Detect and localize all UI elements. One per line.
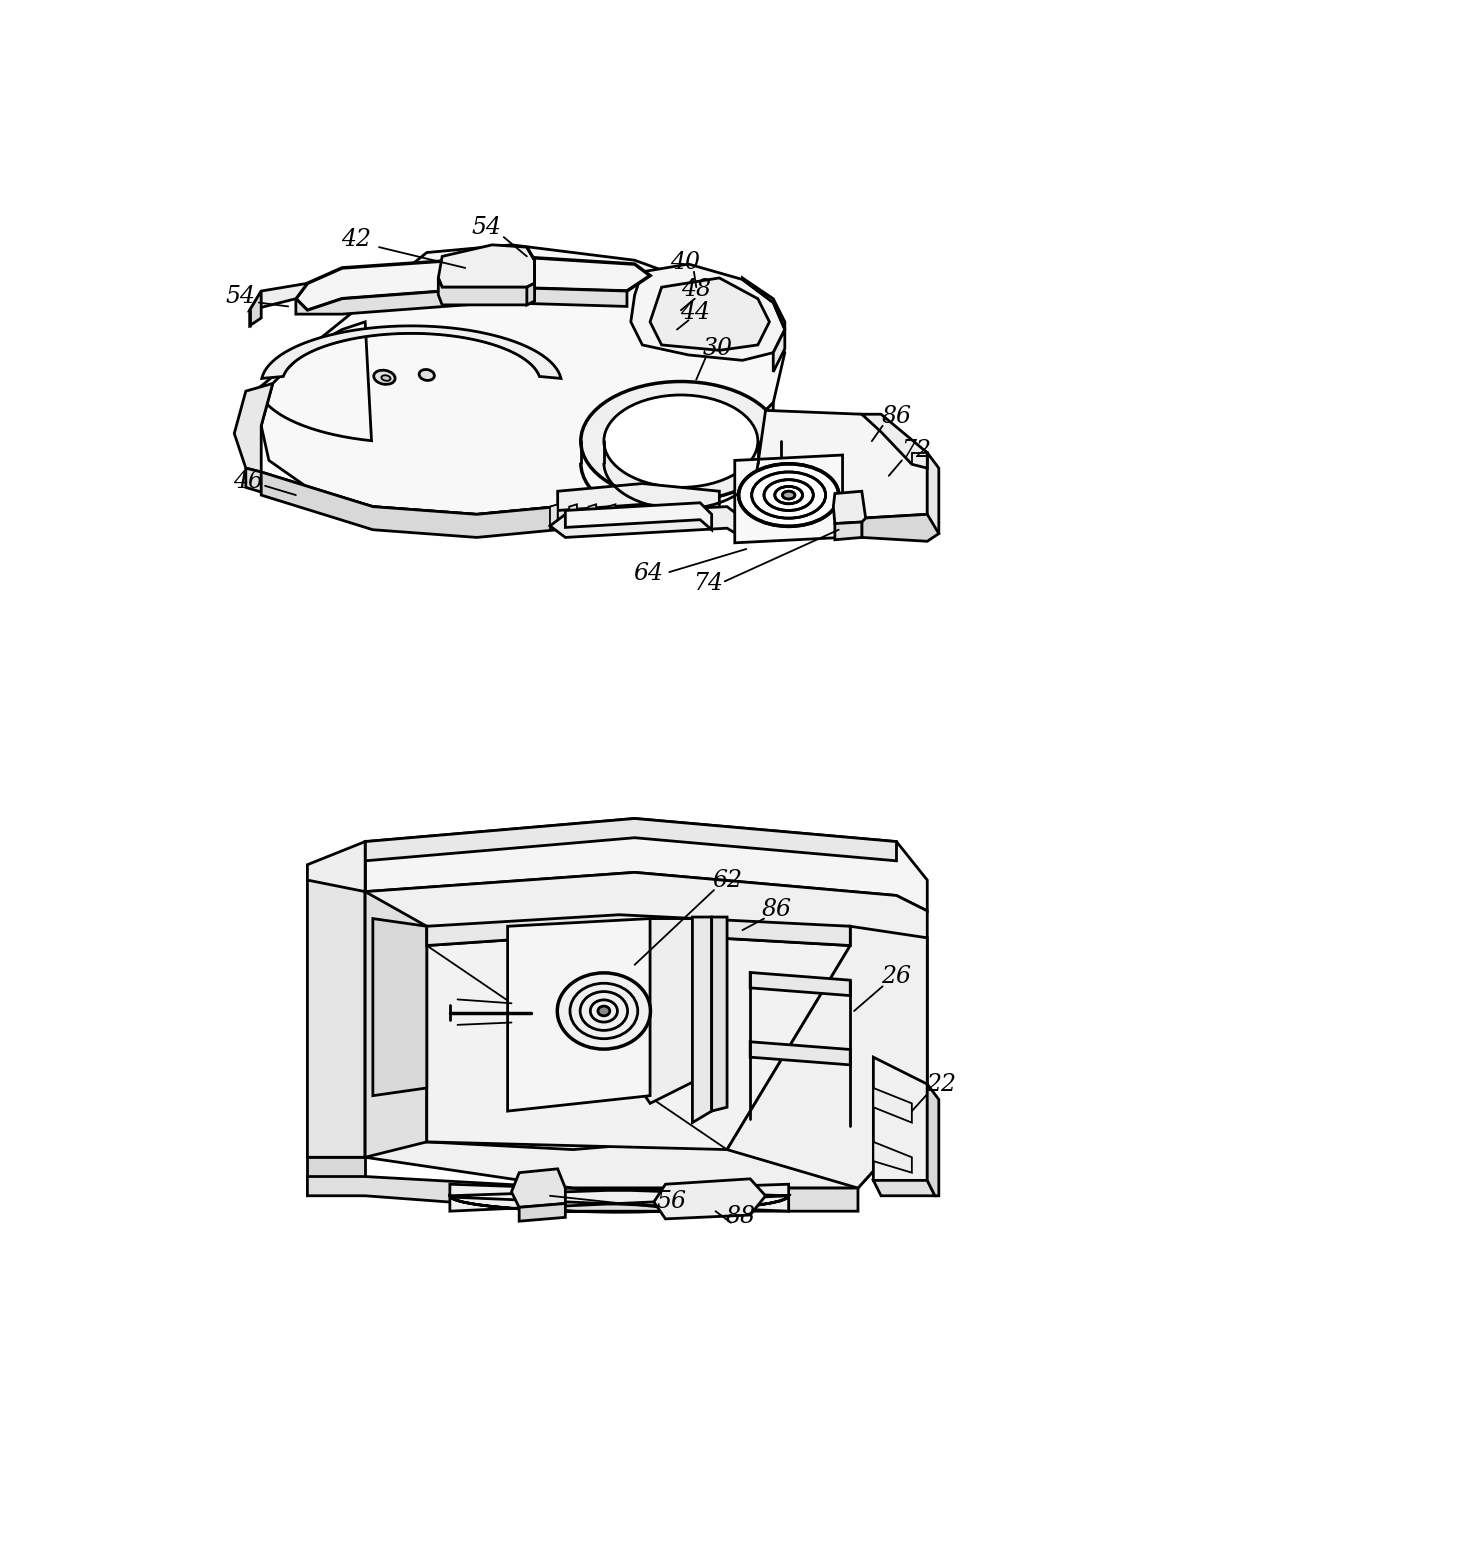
Text: 86: 86 (763, 898, 792, 921)
Polygon shape (873, 1180, 935, 1196)
Polygon shape (366, 873, 928, 1188)
Polygon shape (620, 507, 634, 532)
Polygon shape (235, 384, 273, 472)
Text: 46: 46 (233, 471, 263, 494)
Polygon shape (438, 245, 534, 287)
Polygon shape (589, 504, 596, 529)
Polygon shape (758, 410, 928, 518)
Polygon shape (550, 507, 742, 538)
Polygon shape (711, 917, 727, 1112)
Polygon shape (450, 1185, 789, 1211)
Text: 42: 42 (341, 228, 370, 251)
Text: 56: 56 (656, 1190, 687, 1213)
Ellipse shape (783, 491, 795, 499)
Ellipse shape (373, 369, 395, 385)
Polygon shape (833, 491, 866, 524)
Polygon shape (751, 1041, 850, 1065)
Ellipse shape (752, 472, 826, 518)
Polygon shape (589, 510, 603, 535)
Polygon shape (249, 284, 307, 310)
Polygon shape (307, 861, 366, 1157)
Polygon shape (519, 1204, 565, 1221)
Text: 72: 72 (901, 440, 931, 461)
Text: 54: 54 (226, 285, 255, 309)
Text: 54: 54 (471, 215, 502, 239)
Polygon shape (527, 248, 534, 306)
Polygon shape (861, 415, 928, 468)
Text: 86: 86 (882, 405, 912, 429)
Text: 64: 64 (634, 563, 664, 585)
Polygon shape (835, 522, 861, 539)
Ellipse shape (603, 394, 758, 488)
Polygon shape (558, 483, 720, 510)
Polygon shape (742, 278, 785, 373)
Polygon shape (873, 1088, 912, 1122)
Polygon shape (307, 842, 366, 892)
Polygon shape (727, 926, 928, 1188)
Polygon shape (366, 892, 426, 1157)
Text: 30: 30 (702, 337, 733, 360)
Polygon shape (692, 917, 711, 1122)
Polygon shape (565, 504, 711, 530)
Polygon shape (296, 287, 627, 313)
Ellipse shape (581, 382, 780, 500)
Polygon shape (608, 504, 615, 529)
Polygon shape (558, 507, 574, 533)
Polygon shape (512, 1169, 565, 1207)
Polygon shape (258, 245, 785, 514)
Text: 62: 62 (712, 868, 742, 892)
Polygon shape (928, 1084, 938, 1196)
Ellipse shape (597, 1006, 609, 1016)
Polygon shape (426, 926, 850, 1149)
Polygon shape (246, 468, 634, 533)
Polygon shape (751, 973, 850, 996)
Ellipse shape (783, 491, 795, 499)
Ellipse shape (739, 463, 839, 527)
Text: 74: 74 (693, 572, 723, 596)
Polygon shape (366, 818, 897, 861)
Polygon shape (366, 818, 928, 910)
Polygon shape (550, 504, 558, 529)
Polygon shape (307, 1157, 366, 1177)
Polygon shape (261, 326, 560, 379)
Polygon shape (873, 1141, 912, 1172)
Polygon shape (569, 504, 577, 529)
Text: 44: 44 (680, 301, 709, 324)
Text: 26: 26 (882, 965, 912, 988)
Ellipse shape (774, 486, 802, 504)
Text: 48: 48 (681, 278, 711, 301)
Polygon shape (634, 918, 696, 1104)
Polygon shape (735, 455, 842, 543)
Polygon shape (631, 263, 785, 360)
Polygon shape (507, 918, 650, 1112)
Ellipse shape (764, 480, 813, 510)
Polygon shape (426, 932, 850, 1149)
Polygon shape (307, 1177, 858, 1211)
Polygon shape (650, 278, 770, 351)
Polygon shape (373, 918, 426, 1096)
Text: 88: 88 (726, 1205, 755, 1228)
Polygon shape (261, 402, 773, 538)
Polygon shape (861, 415, 938, 538)
Polygon shape (861, 514, 938, 541)
Text: 22: 22 (926, 1073, 956, 1096)
Polygon shape (438, 278, 534, 306)
Polygon shape (653, 1179, 766, 1219)
Polygon shape (426, 915, 850, 945)
Polygon shape (873, 1057, 928, 1180)
Ellipse shape (419, 369, 435, 380)
Text: 40: 40 (670, 251, 699, 274)
Ellipse shape (558, 973, 650, 1049)
Polygon shape (249, 292, 261, 326)
Polygon shape (296, 256, 650, 310)
Ellipse shape (382, 376, 391, 380)
